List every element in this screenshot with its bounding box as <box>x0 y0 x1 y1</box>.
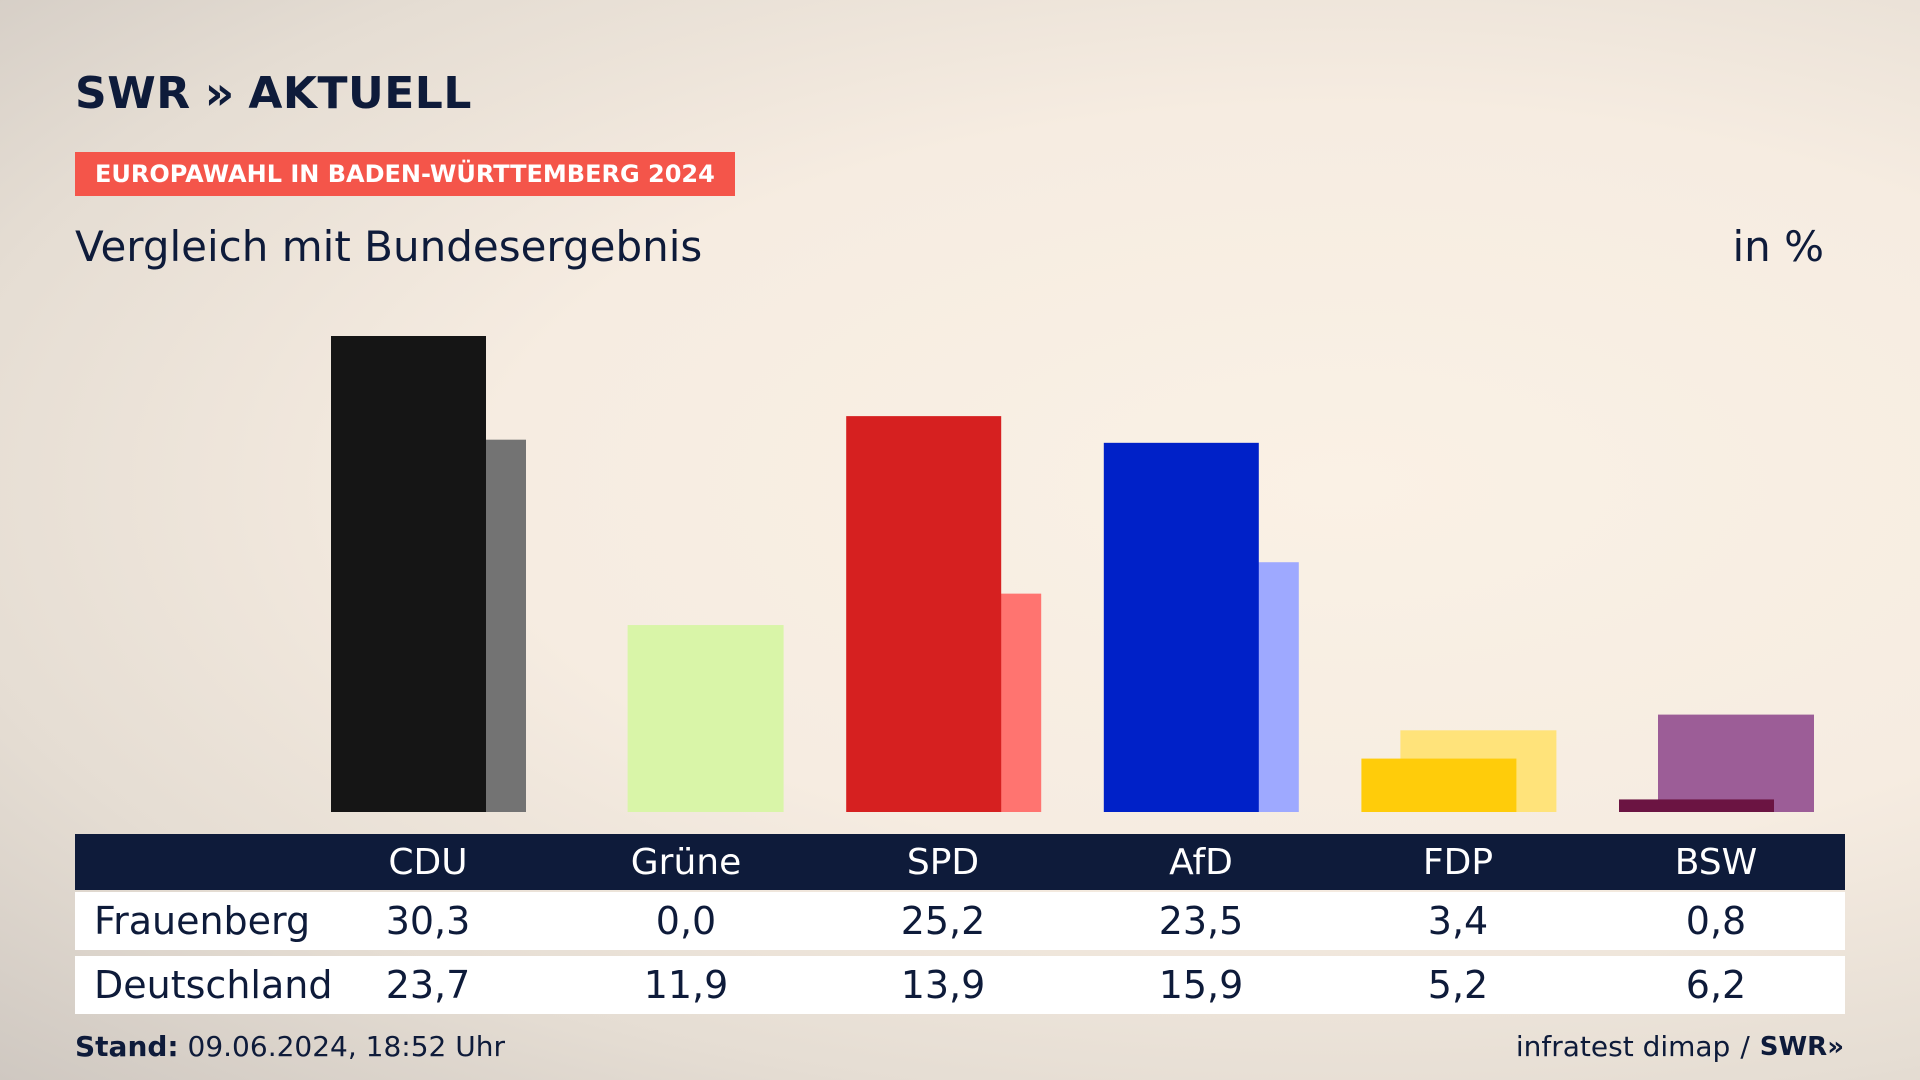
cell-value: 5,2 <box>1427 963 1489 1007</box>
swr-logo-icon: SWR» <box>1759 1031 1844 1062</box>
logo-swr-text: SWR <box>75 67 191 119</box>
bar-frauenberg-cdu <box>331 336 486 812</box>
header-spd: SPD <box>906 841 980 883</box>
cell-value: 13,9 <box>900 963 986 1007</box>
chart-subtitle: Vergleich mit Bundesergebnis <box>75 222 703 271</box>
table-row: Frauenberg 30,3 0,0 25,2 23,5 3,4 0,8 <box>75 892 1845 950</box>
timestamp: Stand: 09.06.2024, 18:52 Uhr <box>75 1030 505 1063</box>
bar-frauenberg-afd <box>1103 442 1259 812</box>
header-afd: AfD <box>1169 841 1233 883</box>
cell-value: 0,0 <box>655 899 717 943</box>
unit-label: in % <box>1732 222 1824 271</box>
bar-frauenberg-spd <box>846 416 1002 812</box>
header-cdu: CDU <box>388 841 468 883</box>
cell-value: 25,2 <box>900 899 986 943</box>
header-bsw: BSW <box>1674 841 1758 883</box>
logo-aktuell-text: AKTUELL <box>248 67 472 119</box>
bar-frauenberg-fdp <box>1361 758 1517 812</box>
source-text: infratest dimap <box>1515 1030 1731 1063</box>
cell-value: 30,3 <box>385 899 471 943</box>
table-header: CDU Grüne SPD AfD FDP BSW <box>75 834 1845 890</box>
bar-deutschland-bsw <box>1658 714 1814 812</box>
bar-deutschland-grüne <box>627 625 784 812</box>
row-label-deutschland: Deutschland <box>94 963 333 1007</box>
row-label-frauenberg: Frauenberg <box>94 899 311 943</box>
election-badge: EUROPAWAHL IN BADEN-WÜRTTEMBERG 2024 <box>75 152 735 196</box>
bar-frauenberg-bsw <box>1619 799 1774 812</box>
cell-value: 15,9 <box>1158 963 1244 1007</box>
header-gruene: Grüne <box>630 841 742 883</box>
cell-value: 11,9 <box>643 963 729 1007</box>
swr-aktuell-logo: SWR » AKTUELL <box>75 66 472 120</box>
cell-value: 6,2 <box>1685 963 1747 1007</box>
bar-chart <box>331 336 1814 812</box>
cell-value: 23,5 <box>1158 899 1244 943</box>
source-credit: infratest dimap / SWR» <box>1516 1030 1844 1063</box>
stand-label: Stand: <box>75 1030 179 1063</box>
header-fdp: FDP <box>1422 841 1494 883</box>
table-row: Deutschland 23,7 11,9 13,9 15,9 5,2 6,2 <box>75 956 1845 1014</box>
source-separator: / <box>1740 1030 1750 1063</box>
cell-value: 23,7 <box>385 963 471 1007</box>
cell-value: 0,8 <box>1685 899 1747 943</box>
cell-value: 3,4 <box>1427 899 1489 943</box>
stand-value: 09.06.2024, 18:52 Uhr <box>187 1030 505 1063</box>
